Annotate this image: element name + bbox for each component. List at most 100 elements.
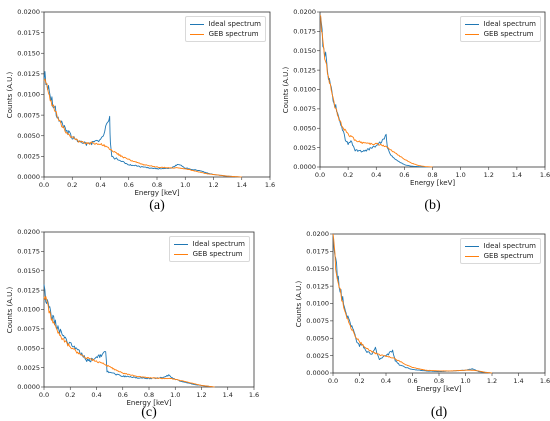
geb-spectrum-line (43, 78, 242, 178)
legend-label: GEB spectrum (483, 30, 534, 38)
ideal-spectrum-line (43, 284, 215, 388)
x-tick-label: 0.2 (343, 171, 353, 179)
y-tick-label: 0.0050 (17, 344, 40, 352)
legend-swatch (173, 253, 188, 255)
panel-label: (d) (430, 405, 448, 420)
legend-swatch (189, 33, 204, 35)
y-tick-label: 0.0000 (293, 163, 316, 171)
y-axis-label: Counts (A.U.) (6, 71, 15, 118)
legend-swatch (464, 245, 479, 247)
x-tick-label: 1.0 (170, 391, 180, 399)
x-tick-label: 1.6 (540, 171, 550, 179)
x-tick-label: 1.0 (180, 181, 190, 189)
y-tick-label: 0.0025 (306, 352, 329, 360)
panel-label: (a) (149, 198, 165, 213)
legend-swatch (464, 33, 479, 35)
legend-label: GEB spectrum (192, 250, 243, 258)
x-tick-label: 0.0 (39, 181, 49, 189)
x-tick-label: 1.0 (455, 171, 465, 179)
y-tick-label: 0.0150 (17, 49, 40, 57)
legend-entry: Ideal spectrum (464, 19, 536, 29)
x-tick-label: 1.6 (265, 181, 275, 189)
x-tick-label: 0.6 (118, 391, 128, 399)
y-axis-label: Counts (A.U.) (282, 66, 291, 113)
y-tick-label: 0.0100 (17, 91, 40, 99)
y-tick-label: 0.0175 (17, 248, 40, 256)
legend-entry: Ideal spectrum (464, 241, 536, 251)
x-tick-label: 0.0 (328, 377, 338, 385)
x-tick-label: 0.2 (354, 377, 364, 385)
y-axis-label: Counts (A.U.) (295, 280, 304, 327)
ideal-spectrum-line (43, 71, 242, 178)
x-axis-label: Energy [keV] (126, 399, 172, 407)
x-tick-label: 1.2 (196, 391, 206, 399)
y-tick-label: 0.0150 (306, 265, 329, 273)
x-tick-label: 1.4 (237, 181, 247, 189)
x-tick-label: 0.8 (427, 171, 437, 179)
panel-label: (c) (141, 405, 157, 420)
x-tick-label: 0.4 (91, 391, 101, 399)
legend-entry: Ideal spectrum (173, 239, 245, 249)
legend-label: GEB spectrum (483, 252, 534, 260)
legend-label: Ideal spectrum (483, 20, 536, 28)
y-tick-label: 0.0175 (17, 29, 40, 37)
y-axis-label: Counts (A.U.) (6, 286, 15, 333)
chart-legend: Ideal spectrum GEB spectrum (459, 16, 541, 42)
legend-swatch (173, 243, 188, 245)
legend-swatch (464, 23, 479, 25)
chart-legend: Ideal spectrum GEB spectrum (459, 238, 541, 264)
y-tick-label: 0.0175 (293, 28, 316, 36)
y-tick-label: 0.0125 (17, 286, 40, 294)
x-tick-label: 1.2 (484, 171, 494, 179)
x-axis-label: Energy [keV] (416, 385, 462, 393)
chart-panel-c: 0.0 0.2 0.4 0.6 0.8 1.0 1.2 1.4 1.6 0.0000 0.0025 0… (0, 210, 275, 421)
x-tick-label: 0.6 (124, 181, 134, 189)
x-tick-label: 1.6 (249, 391, 259, 399)
y-tick-label: 0.0125 (306, 282, 329, 290)
y-tick-label: 0.0075 (17, 111, 40, 119)
geb-spectrum-line (319, 15, 433, 168)
x-tick-label: 1.4 (513, 377, 523, 385)
x-tick-label: 1.2 (487, 377, 497, 385)
x-tick-label: 1.2 (208, 181, 218, 189)
y-tick-label: 0.0100 (293, 86, 316, 94)
legend-label: Ideal spectrum (208, 20, 261, 28)
legend-label: Ideal spectrum (192, 240, 245, 248)
chart-panel-a: 0.0 0.2 0.4 0.6 0.8 1.0 1.2 1.4 1.6 0.0000 0.0025 0… (0, 0, 275, 213)
y-tick-label: 0.0050 (293, 124, 316, 132)
y-tick-label: 0.0075 (17, 325, 40, 333)
legend-entry: GEB spectrum (464, 251, 536, 261)
panel-label: (b) (424, 198, 441, 213)
x-tick-label: 0.6 (399, 171, 409, 179)
y-tick-label: 0.0075 (306, 317, 329, 325)
x-tick-label: 1.4 (512, 171, 522, 179)
x-tick-label: 1.0 (460, 377, 470, 385)
legend-entry: GEB spectrum (464, 29, 536, 39)
y-tick-label: 0.0200 (17, 228, 40, 236)
x-tick-label: 0.0 (315, 171, 325, 179)
x-tick-label: 0.6 (407, 377, 417, 385)
y-tick-label: 0.0150 (17, 267, 40, 275)
x-tick-label: 0.4 (95, 181, 105, 189)
legend-swatch (189, 23, 204, 25)
legend-label: Ideal spectrum (483, 242, 536, 250)
y-tick-label: 0.0050 (306, 334, 329, 342)
y-tick-label: 0.0025 (17, 153, 40, 161)
y-tick-label: 0.0025 (293, 144, 316, 152)
legend-entry: GEB spectrum (173, 249, 245, 259)
x-tick-label: 0.2 (65, 391, 75, 399)
y-tick-label: 0.0075 (293, 105, 316, 113)
y-tick-label: 0.0100 (17, 306, 40, 314)
chart-legend: Ideal spectrum GEB spectrum (184, 16, 266, 42)
chart-panel-d: 0.0 0.2 0.4 0.6 0.8 1.0 1.2 1.4 1.6 0.0000 0.0025 0… (275, 210, 550, 421)
y-tick-label: 0.0200 (306, 230, 329, 238)
x-tick-label: 0.0 (39, 391, 49, 399)
legend-entry: GEB spectrum (189, 29, 261, 39)
y-tick-label: 0.0200 (293, 8, 316, 16)
x-tick-label: 0.2 (67, 181, 77, 189)
x-tick-label: 1.6 (540, 377, 550, 385)
chart-legend: Ideal spectrum GEB spectrum (168, 236, 250, 262)
y-tick-label: 0.0000 (17, 383, 40, 391)
chart-svg: 0.0 0.2 0.4 0.6 0.8 1.0 1.2 1.4 1.6 0.0000 0.0025 0… (293, 8, 550, 179)
legend-entry: Ideal spectrum (189, 19, 261, 29)
